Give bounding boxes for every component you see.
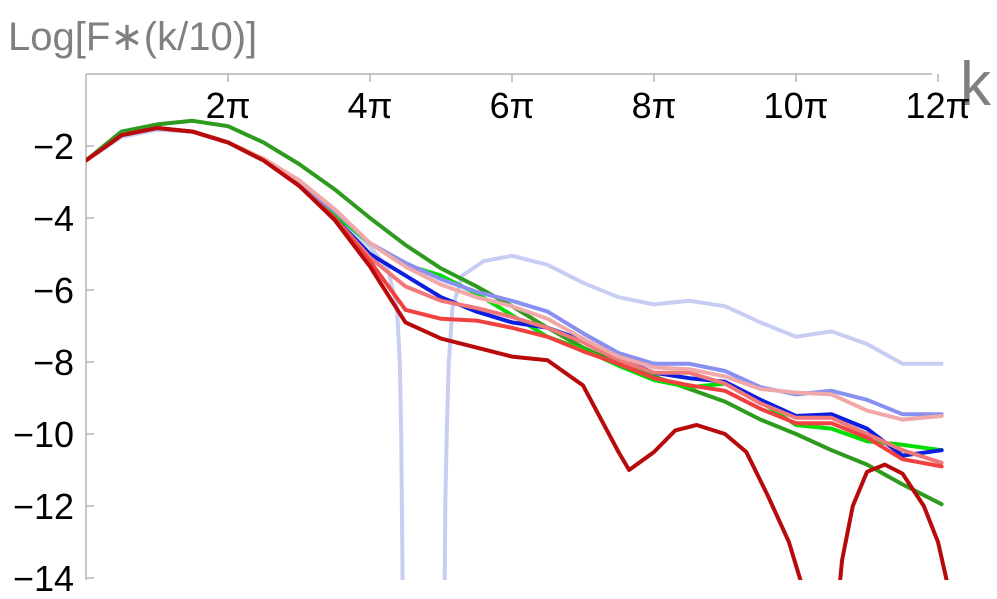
series-line-3 <box>86 126 944 453</box>
x-axis-title: k <box>960 50 992 119</box>
x-tick-label: 4π <box>348 85 393 126</box>
series-line-2 <box>86 118 944 507</box>
y-tick-label: −10 <box>13 414 74 455</box>
x-tick-label: 10π <box>764 85 829 126</box>
x-tick-label: 2π <box>206 85 251 126</box>
y-tick-label: −12 <box>13 486 74 527</box>
y-tick-label: −14 <box>13 558 74 599</box>
series-line-6 <box>86 126 944 465</box>
y-tick-label: −6 <box>33 270 74 311</box>
y-tick-label: −8 <box>33 342 74 383</box>
x-tick-label: 8π <box>632 85 677 126</box>
x-tick-label: 12π <box>906 85 971 126</box>
y-axis-title: Log[F∗(k/10)] <box>8 15 257 59</box>
series-layer <box>86 118 949 580</box>
x-ticks: 2π 4π 6π 8π 10π 12π <box>206 74 971 126</box>
x-tick-label: 6π <box>490 85 535 126</box>
series-line-7 <box>86 126 944 422</box>
y-ticks: −2 −4 −6 −8 −10 −12 −14 <box>13 126 94 599</box>
series-line-9 <box>86 126 949 580</box>
series-line-5 <box>86 126 944 417</box>
y-tick-label: −4 <box>33 198 74 239</box>
series-line-1 <box>86 127 944 580</box>
y-tick-label: −2 <box>33 126 74 167</box>
series-line-4 <box>86 126 944 458</box>
